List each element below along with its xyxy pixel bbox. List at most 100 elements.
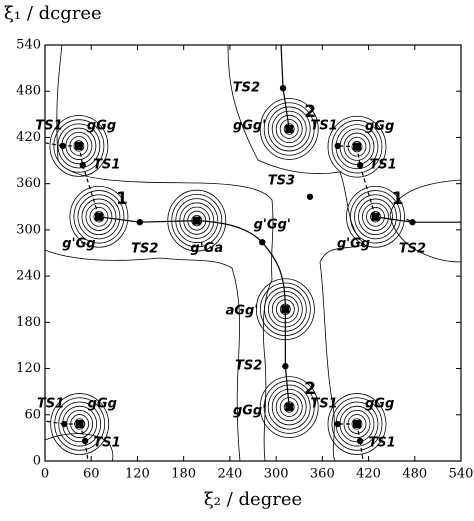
outer-contour	[44, 433, 114, 462]
point-label: TS2	[131, 242, 158, 257]
point-label: TS1	[93, 158, 120, 173]
contour	[343, 409, 371, 439]
point-label: gGg	[88, 397, 117, 412]
minimum-marker	[75, 420, 84, 429]
contour	[279, 397, 299, 417]
y-tick-label: 120	[16, 361, 41, 376]
outer-contour	[389, 179, 462, 263]
point-label: gGg'	[233, 404, 266, 419]
minimum-marker	[281, 305, 290, 314]
contour	[81, 198, 117, 236]
x-axis-label: ξ₂ / degree	[204, 489, 302, 510]
minimum-marker	[94, 212, 103, 221]
point-label: TS1	[310, 118, 337, 133]
contour	[73, 140, 85, 152]
contour	[167, 189, 227, 252]
point-label: TS1	[369, 158, 396, 173]
minimum-tag: 2	[304, 102, 316, 122]
contour	[327, 115, 387, 178]
path-line	[282, 88, 290, 130]
point-label: gGg	[365, 397, 394, 412]
path-line	[84, 440, 89, 462]
y-tick-label: 0	[33, 454, 41, 469]
contour	[271, 388, 307, 426]
point-label: g'Ga	[190, 241, 223, 256]
contour	[271, 110, 307, 148]
point-label: aGg'	[226, 304, 259, 319]
saddle-marker	[356, 437, 364, 445]
contour	[69, 185, 129, 248]
contour	[350, 190, 401, 244]
x-tick-label: 240	[217, 467, 242, 482]
contour	[54, 397, 106, 451]
contour	[74, 418, 86, 430]
contour	[77, 194, 121, 240]
x-tick-label: 420	[356, 467, 381, 482]
minimum-marker	[353, 142, 361, 151]
x-tick-label: 360	[310, 467, 335, 482]
saddle-marker	[334, 142, 341, 150]
minimum-marker	[353, 420, 361, 429]
contour	[73, 190, 125, 244]
contour	[57, 123, 101, 169]
path-line	[280, 44, 284, 89]
contour	[49, 115, 109, 177]
minimum-marker	[192, 216, 201, 225]
saddle-marker	[81, 437, 89, 445]
point-label: g'Gg	[337, 236, 370, 251]
outer-contour	[56, 44, 274, 462]
saddle-marker	[334, 420, 341, 428]
y-axis-label: ξ₁ / dcgree	[4, 3, 102, 24]
outer-contour	[44, 249, 241, 462]
saddle-marker	[356, 161, 364, 169]
minimum-tag: 1	[392, 189, 404, 209]
outer-contour	[227, 44, 366, 462]
saddle-marker	[306, 193, 314, 200]
point-label: TS3	[268, 173, 295, 188]
minimum-marker	[285, 403, 294, 412]
contour	[275, 393, 303, 422]
x-tick-label: 60	[83, 467, 100, 482]
point-label: gGg'	[233, 118, 266, 133]
contour	[89, 206, 109, 227]
path-line	[359, 165, 377, 217]
contour	[358, 198, 393, 236]
point-label: TS2	[399, 242, 426, 257]
contour	[275, 114, 303, 144]
saddle-marker	[409, 218, 416, 226]
contour	[259, 376, 319, 438]
saddle-marker	[79, 161, 86, 169]
saddle-marker	[61, 420, 68, 428]
y-tick-label: 360	[16, 176, 41, 191]
contour	[263, 380, 315, 434]
contour	[93, 211, 105, 223]
point-label: TS1	[368, 435, 395, 450]
x-tick-label: 480	[402, 467, 427, 482]
point-label: TS2	[235, 359, 262, 374]
contour	[267, 106, 311, 152]
contour	[283, 123, 295, 135]
y-tick-label: 480	[16, 84, 41, 99]
contour	[346, 185, 405, 248]
contour	[58, 401, 102, 447]
minimum-tag: 1	[116, 189, 128, 209]
contour	[267, 384, 311, 430]
minimum-marker	[371, 212, 380, 221]
contour	[343, 132, 371, 161]
path-line	[82, 164, 100, 217]
point-label: gGg	[365, 119, 394, 134]
x-tick-label: 300	[264, 467, 289, 482]
contour	[263, 102, 315, 156]
point-label: g'Gg	[62, 236, 95, 251]
contour	[53, 119, 105, 173]
saddle-marker	[259, 239, 266, 246]
contour	[259, 98, 319, 160]
minimum-tag: 2	[304, 379, 316, 399]
contour	[351, 418, 363, 430]
x-tick-label: 540	[449, 467, 474, 482]
minimum-marker	[285, 124, 294, 133]
point-label: TS1	[93, 435, 120, 450]
contour	[279, 119, 299, 139]
contour	[354, 194, 397, 240]
